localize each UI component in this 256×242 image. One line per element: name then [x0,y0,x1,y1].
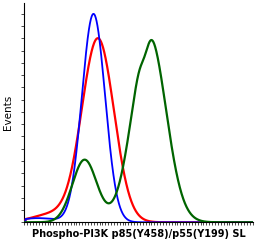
Y-axis label: Events: Events [4,95,14,130]
X-axis label: Phospho-PI3K p85(Y458)/p55(Y199) SL: Phospho-PI3K p85(Y458)/p55(Y199) SL [31,228,245,239]
